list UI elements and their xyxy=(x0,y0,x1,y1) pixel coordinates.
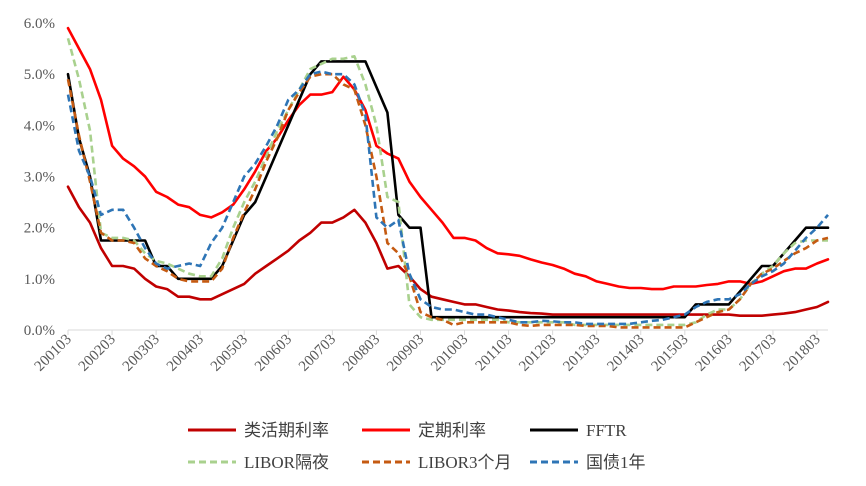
x-tick-label: 200903 xyxy=(384,332,427,375)
x-tick-label: 201503 xyxy=(649,332,692,375)
x-tick-label: 200803 xyxy=(340,332,383,375)
y-tick-label: 0.0% xyxy=(24,323,55,339)
x-tick-label: 200503 xyxy=(208,332,251,375)
legend-label: FFTR xyxy=(586,421,627,440)
x-tick-label: 200703 xyxy=(296,332,339,375)
x-tick-label: 200303 xyxy=(120,332,163,375)
x-tick-label: 200403 xyxy=(164,332,207,375)
y-tick-labels: 0.0% 1.0% 2.0% 3.0% 4.0% 5.0% 6.0% xyxy=(24,16,55,339)
x-tick-label: 201603 xyxy=(693,332,736,375)
legend-label: LIBOR3个月 xyxy=(418,453,512,472)
x-tick-label: 201303 xyxy=(560,332,603,375)
x-tick-label: 201803 xyxy=(781,332,824,375)
x-tick-labels: 200103 200203 200303 200403 200503 200603 2007… xyxy=(32,332,824,375)
x-tick-label: 201703 xyxy=(737,332,780,375)
series-line xyxy=(66,37,828,327)
legend-label: 定期利率 xyxy=(418,421,486,440)
series-line xyxy=(66,72,829,329)
axes xyxy=(67,329,828,335)
series-line xyxy=(66,185,830,318)
y-tick-label: 3.0% xyxy=(24,170,55,186)
legend: 类活期利率 定期利率 FFTR LIBOR隔夜 LIBOR3个月 国债1年 xyxy=(188,421,646,472)
y-tick-label: 6.0% xyxy=(24,16,55,32)
series-line xyxy=(66,26,830,291)
x-tick-label: 201203 xyxy=(516,332,559,375)
x-tick-label: 200603 xyxy=(252,332,295,375)
y-tick-label: 5.0% xyxy=(24,67,55,83)
series-line xyxy=(66,60,830,319)
y-tick-label: 2.0% xyxy=(24,221,55,237)
x-tick-label: 201403 xyxy=(604,332,647,375)
series-line xyxy=(66,70,829,326)
series-lines xyxy=(66,26,830,329)
legend-label: 国债1年 xyxy=(586,453,646,472)
y-tick-label: 4.0% xyxy=(24,118,55,134)
legend-label: 类活期利率 xyxy=(244,421,329,440)
x-tick-label: 201003 xyxy=(428,332,471,375)
y-tick-label: 1.0% xyxy=(24,272,55,288)
x-tick-label: 201103 xyxy=(473,332,516,375)
x-tick-label: 200203 xyxy=(76,332,119,375)
legend-label: LIBOR隔夜 xyxy=(244,453,329,472)
